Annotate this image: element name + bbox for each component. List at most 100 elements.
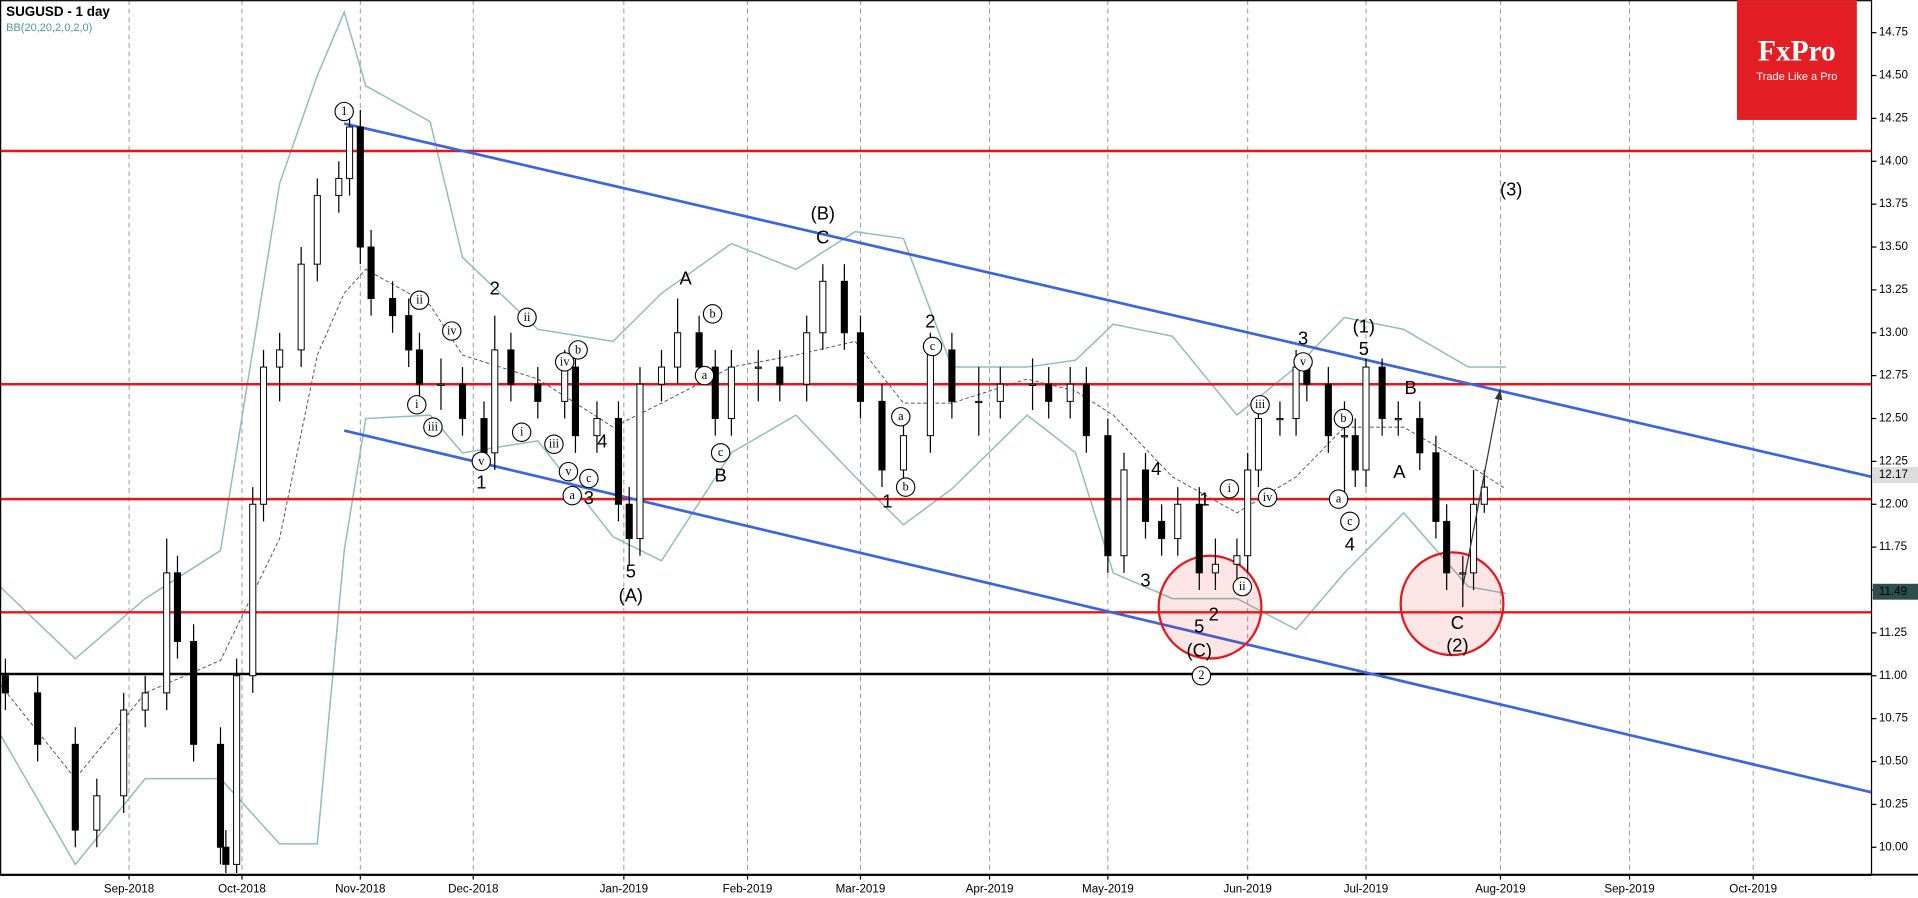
- levels: [0, 122, 1872, 794]
- price-tag-label: 12.17: [1879, 468, 1908, 481]
- candle-body: [190, 640, 198, 745]
- wave-label: A: [1393, 461, 1406, 482]
- x-tick-label: Aug-2019: [1475, 882, 1525, 895]
- candle-body: [996, 383, 1004, 402]
- candle-body: [1394, 418, 1402, 421]
- wave-circle: [409, 290, 430, 310]
- candle-body: [636, 383, 644, 540]
- wave-circle: [517, 307, 537, 328]
- wave-label: 3: [1298, 327, 1308, 348]
- candle-body: [367, 246, 375, 299]
- candle-body: [173, 572, 182, 642]
- wave-label: iii: [1255, 397, 1266, 411]
- candle-body: [297, 263, 305, 351]
- wave-label: v: [565, 464, 572, 478]
- candle-body: [1066, 383, 1074, 402]
- wave-circle: [554, 352, 575, 372]
- wave-label: b: [903, 480, 909, 494]
- candle-body: [356, 126, 364, 248]
- candle-body: [415, 349, 424, 385]
- wave-label: 2: [925, 310, 935, 331]
- candle-body: [222, 846, 230, 865]
- y-tick-label: 13.50: [1879, 240, 1908, 253]
- wave-label: iv: [447, 323, 457, 337]
- wave-label: c: [718, 445, 724, 459]
- wave-label: 4: [597, 430, 607, 451]
- candle-body: [1174, 503, 1182, 540]
- wave-label: iv: [560, 354, 570, 368]
- candle-body: [1211, 563, 1219, 574]
- y-tick-label: 14.75: [1879, 26, 1908, 39]
- wave-label: 5: [1194, 616, 1204, 637]
- y-tick-label: 14.00: [1879, 154, 1908, 167]
- y-tick-label: 13.75: [1879, 197, 1908, 210]
- wave-label: i: [520, 425, 524, 439]
- x-tick-label: Jul-2019: [1344, 882, 1389, 895]
- wave-label: (A): [619, 585, 643, 606]
- candle-body: [335, 177, 343, 197]
- candle-body: [1029, 383, 1037, 386]
- candle-body: [1082, 383, 1090, 437]
- wave-label: a: [702, 368, 708, 382]
- wave-label: ii: [1239, 579, 1246, 593]
- x-tick-label: May-2019: [1082, 882, 1134, 895]
- x-tick-label: Jan-2019: [600, 882, 648, 895]
- candle-body: [276, 349, 284, 368]
- price-tag-label: 11.49: [1879, 585, 1907, 598]
- wave-circle: [1250, 395, 1270, 415]
- y-tick-label: 12.00: [1879, 497, 1908, 510]
- wave-label: iii: [549, 437, 560, 451]
- wave-label: (1): [1353, 315, 1375, 336]
- wave-circle: [423, 417, 443, 437]
- candle-body: [458, 383, 467, 420]
- candle-body: [249, 503, 257, 677]
- channel-line: [343, 429, 1872, 794]
- candle-body: [1254, 418, 1262, 471]
- candle-body: [625, 503, 633, 540]
- candle-body: [1120, 469, 1128, 557]
- wave-circle: [1232, 576, 1253, 597]
- wave-circle: [558, 461, 579, 482]
- candle-body: [1324, 383, 1332, 437]
- candle-body: [491, 349, 499, 454]
- wave-label: c: [1347, 514, 1353, 528]
- candle-body: [1045, 383, 1053, 402]
- candle-body: [480, 418, 488, 454]
- candle-body: [216, 743, 225, 848]
- wave-label: C: [1451, 612, 1464, 633]
- candle-body: [1340, 435, 1349, 438]
- wave-circle: [562, 485, 582, 506]
- x-tick-label: Feb-2019: [723, 882, 773, 895]
- wave-circle: [1219, 479, 1240, 499]
- wave-label: 3: [1140, 569, 1150, 590]
- candle-body: [34, 692, 42, 745]
- y-tick-label: 13.25: [1879, 283, 1908, 296]
- candle-body: [1276, 418, 1284, 421]
- price-tag: [1872, 467, 1918, 484]
- candle-body: [571, 366, 579, 437]
- wave-circle: [891, 407, 911, 427]
- wave-circle: [1257, 487, 1278, 508]
- candle-body: [1244, 469, 1252, 557]
- wave-circle: [1191, 666, 1212, 686]
- channel-line: [343, 122, 1872, 479]
- wave-label: i: [415, 397, 419, 411]
- price-tag: [1872, 583, 1918, 600]
- candle-body: [1362, 366, 1370, 471]
- candle-body: [1351, 435, 1359, 471]
- wave-circle: [922, 336, 943, 357]
- x-tick-label: Oct-2018: [218, 882, 266, 895]
- wave-label: ii: [524, 310, 531, 324]
- y-tick-label: 11.00: [1879, 669, 1907, 682]
- y-tick-label: 11.75: [1879, 540, 1907, 553]
- candle-body: [657, 366, 666, 385]
- wave-label: a: [898, 409, 904, 423]
- wave-label: iii: [428, 420, 439, 434]
- candle-body: [561, 366, 569, 402]
- projection-arrow: [1462, 389, 1501, 587]
- candle-body: [1104, 435, 1112, 557]
- wave-label: 2: [1209, 604, 1219, 625]
- wave-label: 4: [1151, 458, 1161, 479]
